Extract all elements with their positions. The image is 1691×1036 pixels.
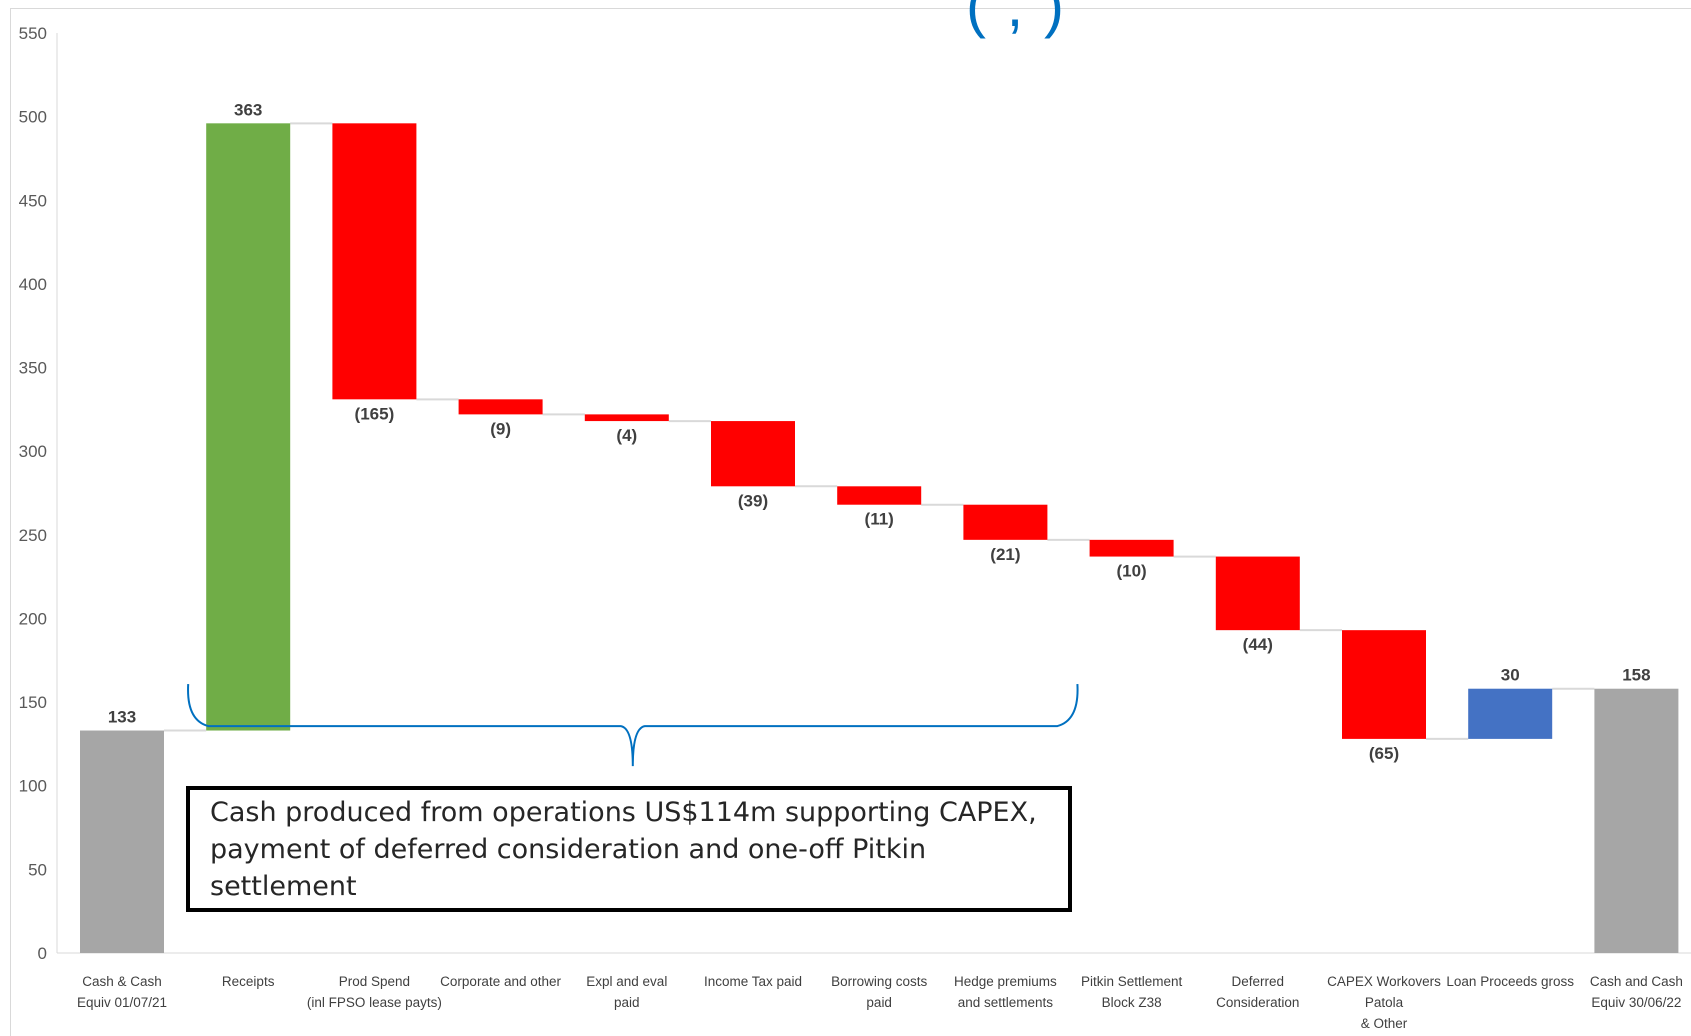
waterfall-bar <box>837 486 922 505</box>
waterfall-bar <box>1215 556 1300 631</box>
annotation-callout-box: Cash produced from operations US$114m su… <box>186 786 1072 912</box>
x-category-label-line: Cash and Cash <box>1590 974 1683 989</box>
x-category-label: Cash and Cash Equiv 30/06/22 <box>1590 974 1683 1010</box>
x-category-label: Expl and eval paid <box>586 974 667 1010</box>
x-category-label: Corporate and other <box>440 974 561 989</box>
y-tick-label: 300 <box>19 442 47 461</box>
y-tick-label: 200 <box>19 609 47 628</box>
x-category-label-line: Loan Proceeds gross <box>1446 974 1574 989</box>
annotation-text: Cash produced from operations US$114m su… <box>210 796 1037 902</box>
x-category-label-line: Borrowing costs <box>831 974 927 989</box>
x-category-label: Hedge premiums and settlements <box>954 974 1057 1010</box>
waterfall-bar <box>963 504 1048 540</box>
x-category-label-line: Equiv 30/06/22 <box>1591 995 1681 1010</box>
data-label: 158 <box>1622 666 1650 685</box>
data-label: (165) <box>355 404 395 423</box>
waterfall-bar <box>1468 688 1553 739</box>
y-tick-label: 400 <box>19 275 47 294</box>
chart-frame: ( , ) <box>10 0 1691 1036</box>
x-category-label-line: Equiv 01/07/21 <box>77 995 167 1010</box>
data-label: (65) <box>1369 744 1399 763</box>
x-category-label-line: paid <box>614 995 640 1010</box>
x-category-label-line: and settlements <box>958 995 1054 1010</box>
x-category-label-line: Block Z38 <box>1102 995 1162 1010</box>
data-label: (10) <box>1116 562 1146 581</box>
x-category-label: CAPEX Workovers Patola & Other <box>1327 974 1441 1031</box>
data-label: (39) <box>738 491 768 510</box>
y-tick-label: 250 <box>19 526 47 545</box>
x-category-label-line: paid <box>866 995 892 1010</box>
x-category-label: Borrowing costs paid <box>831 974 927 1010</box>
x-category-label-line: Expl and eval <box>586 974 667 989</box>
y-tick-label: 50 <box>28 860 47 879</box>
y-tick-label: 0 <box>38 944 47 963</box>
data-label: 30 <box>1501 666 1520 685</box>
y-tick-label: 350 <box>19 359 47 378</box>
waterfall-bar <box>711 421 795 487</box>
waterfall-bar <box>332 123 417 400</box>
x-category-label-line: Pitkin Settlement <box>1081 974 1183 989</box>
x-category-label: Deferred Consideration <box>1216 974 1299 1010</box>
waterfall-bar <box>80 730 164 953</box>
waterfall-bar <box>206 123 291 731</box>
data-label: (21) <box>990 545 1020 564</box>
y-tick-label: 150 <box>19 693 47 712</box>
x-category-label-line: Cash & Cash <box>82 974 162 989</box>
data-label: (44) <box>1243 635 1273 654</box>
waterfall-bar <box>584 414 669 422</box>
x-category-label-line: Income Tax paid <box>704 974 802 989</box>
x-category-label-line: Prod Spend <box>339 974 410 989</box>
x-category-label-line: CAPEX Workovers <box>1327 974 1441 989</box>
data-label: (9) <box>490 419 511 438</box>
data-label: (11) <box>865 510 894 529</box>
x-category-label-line: (inl FPSO lease payts) <box>307 995 442 1010</box>
y-tick-label: 500 <box>19 108 47 127</box>
x-category-label: Pitkin Settlement Block Z38 <box>1081 974 1183 1010</box>
x-category-label-line: Patola <box>1365 995 1404 1010</box>
waterfall-bar <box>458 399 543 415</box>
data-label: 133 <box>108 708 136 727</box>
waterfall-bar <box>1342 630 1426 739</box>
x-category-label-line: Consideration <box>1216 995 1299 1010</box>
x-category-label: Prod Spend (inl FPSO lease payts) <box>307 974 442 1010</box>
x-category-label: Income Tax paid <box>704 974 802 989</box>
data-label: 363 <box>234 100 262 119</box>
y-tick-label: 100 <box>19 777 47 796</box>
waterfall-bar <box>1089 539 1174 557</box>
x-category-label-line: Hedge premiums <box>954 974 1057 989</box>
x-category-label: Cash & Cash Equiv 01/07/21 <box>77 974 167 1010</box>
x-category-label-line: Receipts <box>222 974 275 989</box>
x-category-label: Receipts <box>222 974 275 989</box>
x-category-label-line: Deferred <box>1232 974 1285 989</box>
data-label: (4) <box>616 426 637 445</box>
waterfall-bar <box>1594 688 1679 953</box>
annotation-brace <box>187 684 1079 767</box>
chart-title-fragment: ( , ) <box>966 0 1066 39</box>
x-category-label-line: & Other <box>1361 1016 1408 1031</box>
x-category-label-line: Corporate and other <box>440 974 561 989</box>
x-category-label: Loan Proceeds gross <box>1446 974 1574 989</box>
y-tick-label: 450 <box>19 191 47 210</box>
y-tick-label: 550 <box>19 24 47 43</box>
